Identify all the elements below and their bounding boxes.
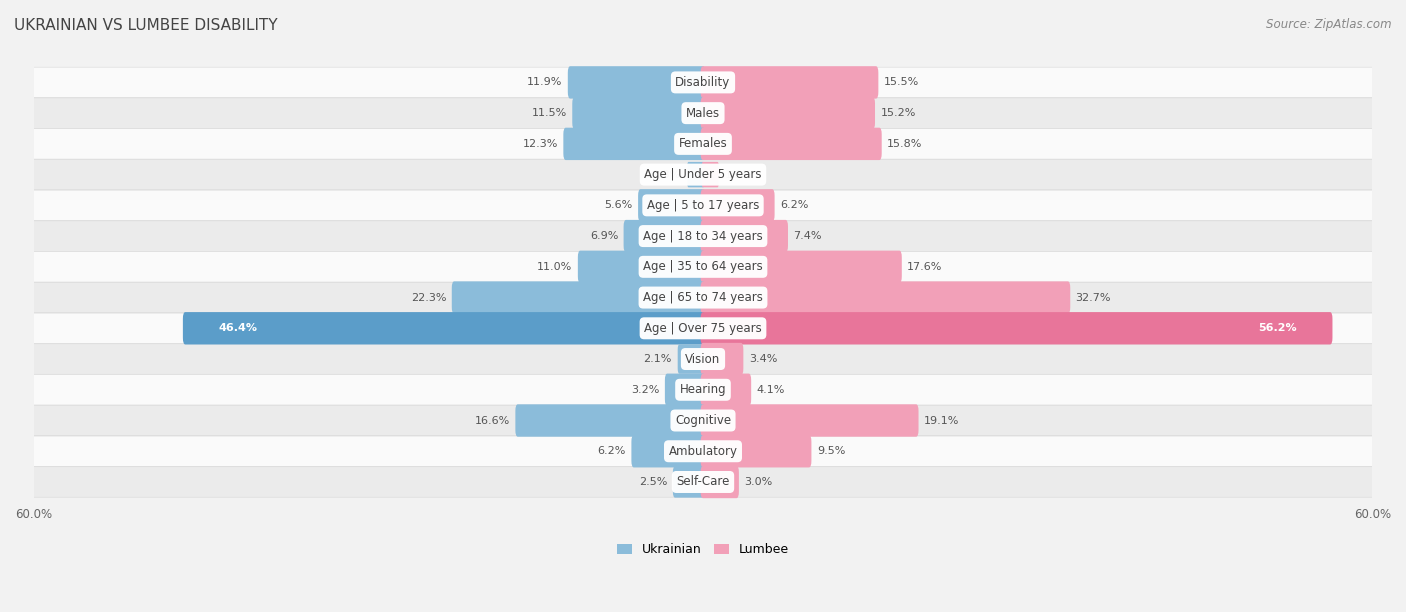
FancyBboxPatch shape [700,405,918,437]
Text: Age | 65 to 74 years: Age | 65 to 74 years [643,291,763,304]
FancyBboxPatch shape [11,344,1395,375]
FancyBboxPatch shape [11,67,1395,98]
Text: Source: ZipAtlas.com: Source: ZipAtlas.com [1267,18,1392,31]
Text: Vision: Vision [685,353,721,365]
FancyBboxPatch shape [568,66,706,99]
Text: 3.0%: 3.0% [744,477,772,487]
Text: 32.7%: 32.7% [1076,293,1111,302]
Text: 56.2%: 56.2% [1258,323,1296,334]
FancyBboxPatch shape [516,405,706,437]
FancyBboxPatch shape [700,97,875,129]
Text: 6.9%: 6.9% [591,231,619,241]
FancyBboxPatch shape [572,97,706,129]
Text: 1.3%: 1.3% [725,170,754,179]
Text: 16.6%: 16.6% [475,416,510,425]
FancyBboxPatch shape [11,436,1395,466]
FancyBboxPatch shape [11,282,1395,313]
FancyBboxPatch shape [631,435,706,468]
FancyBboxPatch shape [700,189,775,222]
FancyBboxPatch shape [11,129,1395,159]
FancyBboxPatch shape [700,373,751,406]
FancyBboxPatch shape [700,66,879,99]
Text: 3.2%: 3.2% [631,385,659,395]
Text: 9.5%: 9.5% [817,446,845,457]
FancyBboxPatch shape [638,189,706,222]
FancyBboxPatch shape [700,343,744,375]
Text: 11.5%: 11.5% [531,108,567,118]
Legend: Ukrainian, Lumbee: Ukrainian, Lumbee [612,539,794,561]
FancyBboxPatch shape [11,252,1395,282]
Text: 6.2%: 6.2% [598,446,626,457]
FancyBboxPatch shape [665,373,706,406]
Text: Females: Females [679,137,727,151]
Text: 5.6%: 5.6% [605,200,633,211]
Text: 2.1%: 2.1% [644,354,672,364]
Text: 6.2%: 6.2% [780,200,808,211]
Text: 7.4%: 7.4% [793,231,823,241]
FancyBboxPatch shape [11,190,1395,220]
Text: 2.5%: 2.5% [638,477,668,487]
FancyBboxPatch shape [700,466,740,498]
FancyBboxPatch shape [700,128,882,160]
Text: Age | 5 to 17 years: Age | 5 to 17 years [647,199,759,212]
FancyBboxPatch shape [700,282,1070,314]
Text: Age | 18 to 34 years: Age | 18 to 34 years [643,230,763,242]
Text: Disability: Disability [675,76,731,89]
Text: 15.8%: 15.8% [887,139,922,149]
Text: Ambulatory: Ambulatory [668,445,738,458]
Text: 15.2%: 15.2% [880,108,915,118]
FancyBboxPatch shape [624,220,706,252]
Text: 3.4%: 3.4% [749,354,778,364]
Text: Age | Under 5 years: Age | Under 5 years [644,168,762,181]
Text: Cognitive: Cognitive [675,414,731,427]
Text: 46.4%: 46.4% [219,323,257,334]
FancyBboxPatch shape [11,313,1395,343]
Text: Age | 35 to 64 years: Age | 35 to 64 years [643,260,763,274]
FancyBboxPatch shape [564,128,706,160]
Text: UKRAINIAN VS LUMBEE DISABILITY: UKRAINIAN VS LUMBEE DISABILITY [14,18,278,34]
Text: 22.3%: 22.3% [411,293,446,302]
Text: Males: Males [686,106,720,119]
Text: 12.3%: 12.3% [523,139,558,149]
Text: Hearing: Hearing [679,383,727,397]
Text: Self-Care: Self-Care [676,476,730,488]
FancyBboxPatch shape [700,220,787,252]
FancyBboxPatch shape [11,159,1395,190]
FancyBboxPatch shape [700,312,1333,345]
FancyBboxPatch shape [451,282,706,314]
Text: 17.6%: 17.6% [907,262,942,272]
Text: 11.0%: 11.0% [537,262,572,272]
FancyBboxPatch shape [578,251,706,283]
FancyBboxPatch shape [183,312,706,345]
FancyBboxPatch shape [702,162,718,187]
Text: 19.1%: 19.1% [924,416,959,425]
Text: 1.3%: 1.3% [652,170,681,179]
Text: 11.9%: 11.9% [527,77,562,88]
FancyBboxPatch shape [11,405,1395,436]
FancyBboxPatch shape [678,345,704,374]
FancyBboxPatch shape [11,467,1395,497]
Text: 15.5%: 15.5% [884,77,920,88]
FancyBboxPatch shape [688,162,704,187]
Text: 4.1%: 4.1% [756,385,785,395]
FancyBboxPatch shape [11,375,1395,405]
FancyBboxPatch shape [700,435,811,468]
FancyBboxPatch shape [700,251,901,283]
FancyBboxPatch shape [673,466,706,498]
Text: Age | Over 75 years: Age | Over 75 years [644,322,762,335]
FancyBboxPatch shape [11,98,1395,129]
FancyBboxPatch shape [11,221,1395,252]
